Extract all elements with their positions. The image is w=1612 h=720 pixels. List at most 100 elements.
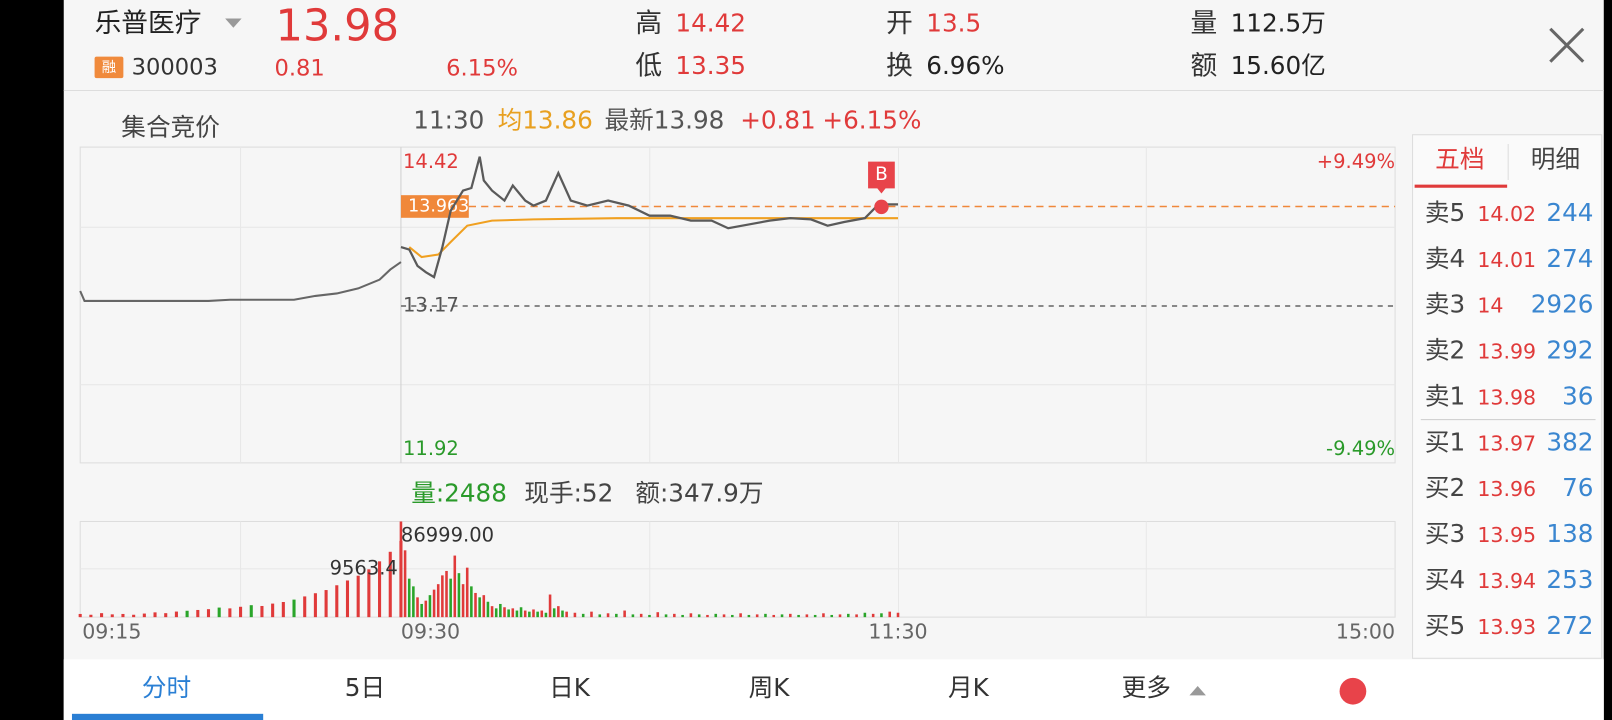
volume-bar: [838, 614, 842, 618]
stat-label: 开: [886, 8, 913, 39]
volume-bar: [772, 614, 776, 618]
volume-bar: [164, 613, 168, 618]
volume-bar: [673, 613, 676, 618]
volume-bar: [805, 614, 809, 618]
chart-tab[interactable]: 5日: [345, 673, 385, 702]
book-price: 13.99: [1477, 340, 1536, 364]
grid: [80, 147, 1396, 618]
volume-bar: [830, 614, 834, 618]
volume-bar: [548, 594, 552, 618]
chart-tab[interactable]: 分时: [142, 673, 191, 702]
volume-bar: [445, 570, 448, 618]
x-tick-label: 09:30: [401, 620, 460, 644]
close-button[interactable]: [1549, 27, 1585, 63]
volume-bar: [573, 612, 577, 618]
stat-value: 14.42: [675, 9, 746, 38]
info-change: +0.81: [740, 105, 816, 134]
volume-bar: [470, 586, 473, 618]
hand-now: 现手:52: [524, 479, 613, 508]
book-volume: 2926: [1531, 290, 1594, 319]
chart-tab[interactable]: 周K: [749, 673, 791, 702]
book-tab[interactable]: 五档: [1435, 144, 1484, 173]
last-price-label: 13.963: [408, 196, 469, 216]
volume-bar: [132, 614, 136, 618]
volume-bar: [403, 550, 407, 618]
book-label: 卖3: [1425, 290, 1465, 319]
volume-bar: [249, 605, 253, 618]
tab-bar: [63, 659, 1604, 720]
volume-bar: [503, 607, 506, 618]
stat-label: 额: [1190, 50, 1217, 81]
stat-label: 低: [635, 50, 662, 81]
book-label: 卖4: [1425, 244, 1465, 273]
volume-bar: [292, 599, 296, 618]
volume-bar: [228, 608, 232, 618]
auction-peak-label: 9563.4: [330, 556, 398, 579]
book-volume: 253: [1546, 565, 1593, 594]
volume-bar: [863, 612, 867, 618]
record-button[interactable]: [1339, 677, 1367, 705]
volume-bar: [494, 608, 498, 618]
volume-bar: [499, 603, 502, 618]
volume-bar: [855, 614, 858, 618]
book-label: 买2: [1425, 473, 1465, 502]
volume-bar: [490, 606, 494, 618]
phase: 集合竞价: [121, 113, 220, 142]
volume-bar: [420, 603, 423, 618]
volume-bar: [552, 608, 556, 618]
book-volume: 274: [1546, 244, 1593, 273]
last-price: 13.98: [276, 1, 400, 51]
volume-bar: [764, 613, 767, 618]
stat-value: 112.5万: [1231, 9, 1326, 38]
book-volume: 138: [1546, 519, 1593, 548]
volume-bar: [441, 575, 444, 618]
volume-bar: [486, 601, 490, 618]
book-volume: 382: [1546, 427, 1593, 456]
chart-tab[interactable]: 日K: [549, 673, 591, 702]
volume-bar: [399, 521, 403, 618]
volume-bar: [689, 613, 693, 618]
volume-bar: [457, 573, 461, 618]
app: [63, 0, 1604, 720]
stat-value: 15.60亿: [1231, 51, 1326, 80]
volume-bar: [511, 608, 515, 618]
volume-bar: [606, 613, 610, 618]
volume-bar: [656, 612, 660, 618]
margin-badge: [94, 56, 124, 79]
book-price: 14.02: [1477, 202, 1536, 226]
book-price: 13.96: [1477, 477, 1536, 501]
buy-tag: [868, 161, 895, 194]
volume-bar: [356, 575, 360, 618]
stat-value: 13.35: [675, 51, 746, 80]
dropdown-arrow[interactable]: [225, 18, 242, 28]
volume-bar: [536, 611, 539, 618]
info-change-pct: +6.15%: [822, 105, 921, 134]
auction-line: [79, 261, 402, 302]
y-tick-label: 13.17: [403, 293, 459, 316]
volume-bar: [335, 585, 339, 618]
volume-bar: [523, 610, 527, 618]
volume-peak-label: 86999.00: [401, 523, 494, 546]
volume-bar: [121, 613, 125, 618]
x-tick-label: 09:15: [82, 620, 141, 644]
chart-tab[interactable]: 月K: [948, 673, 990, 702]
stock-code: 300003: [132, 54, 218, 80]
volume-bar: [424, 600, 428, 618]
volume-bar: [428, 595, 432, 618]
volume-bar: [561, 610, 564, 618]
volume-bar: [407, 578, 411, 618]
volume-bar: [780, 614, 784, 618]
book-tab[interactable]: 明细: [1531, 144, 1580, 173]
buy-point: [874, 199, 889, 215]
volume-bar: [797, 614, 800, 618]
chart-tab[interactable]: 更多: [1122, 673, 1171, 702]
volume-bar: [436, 584, 440, 618]
stat-label: 量: [1190, 8, 1217, 39]
volume-bar: [482, 595, 486, 618]
book-label: 买4: [1425, 565, 1465, 594]
volume-bar: [813, 614, 817, 618]
volume-bar: [412, 586, 415, 618]
volume-now: 量:2488: [411, 479, 507, 508]
volume-bar: [532, 609, 535, 618]
